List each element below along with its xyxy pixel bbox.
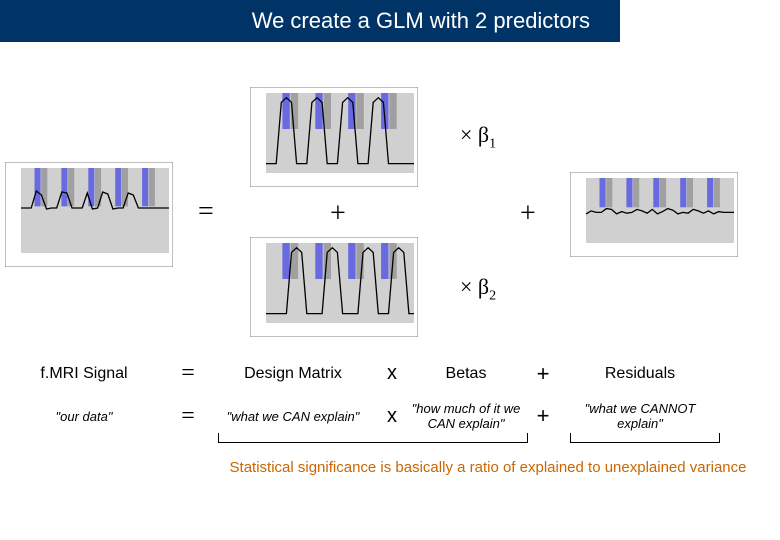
equation-row-labels: f.MRI Signal = Design Matrix x Betas + R…	[0, 360, 780, 387]
slide-title: We create a GLM with 2 predictors	[0, 0, 620, 42]
explained-bracket	[218, 433, 528, 443]
betas-label: Betas	[406, 365, 526, 383]
beta-2-label: × β2	[460, 274, 496, 304]
equals-op: =	[198, 196, 214, 228]
cannot-label: "what we CANNOT explain"	[560, 401, 720, 431]
canexplain-label: "what we CAN explain"	[208, 409, 378, 424]
plus-op-2: +	[520, 198, 536, 230]
design-label: Design Matrix	[208, 365, 378, 383]
ourdata-label: "our data"	[0, 409, 168, 424]
howmuch-label: "how much of it we CAN explain"	[406, 401, 526, 431]
times-2: ×	[460, 274, 472, 299]
x-symbol-2: x	[378, 405, 406, 428]
unexplained-bracket	[570, 433, 720, 443]
fmri-signal-chart	[5, 162, 173, 267]
resid-label: Residuals	[560, 365, 720, 383]
eq-symbol-2: =	[168, 403, 208, 430]
times-1: ×	[460, 122, 472, 147]
glm-diagram: = + + × β1 × β2	[0, 52, 780, 352]
eq-symbol-1: =	[168, 360, 208, 387]
plus-symbol-2: +	[526, 403, 560, 429]
residuals-chart	[570, 172, 738, 257]
plus-symbol: +	[526, 361, 560, 387]
beta-1-label: × β1	[460, 122, 496, 152]
equation-row-sub: "our data" = "what we CAN explain" x "ho…	[0, 401, 780, 431]
predictor-2-chart	[250, 237, 418, 337]
x-symbol-1: x	[378, 362, 406, 385]
predictor-1-chart	[250, 87, 418, 187]
plus-op-1: +	[330, 198, 346, 230]
bracket-row	[0, 433, 780, 457]
fmri-label: f.MRI Signal	[0, 365, 168, 383]
stat-significance-text: Statistical significance is basically a …	[218, 459, 758, 476]
